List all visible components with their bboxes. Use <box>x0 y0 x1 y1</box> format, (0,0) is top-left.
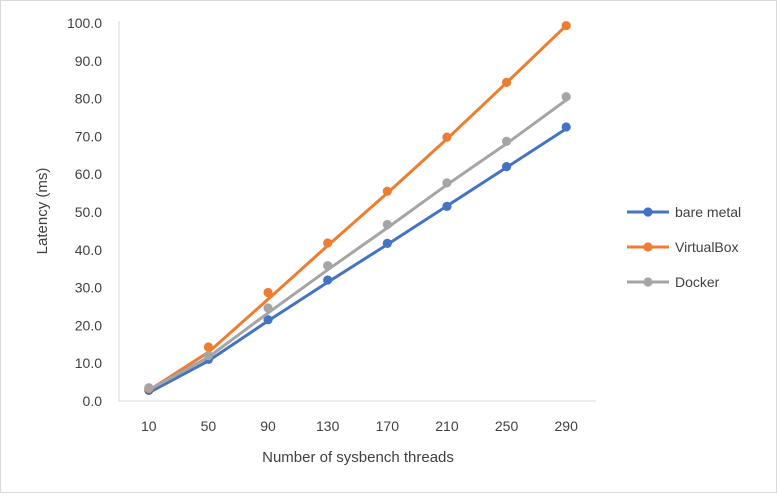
data-point-docker <box>442 178 452 188</box>
legend-item-docker: Docker <box>627 274 720 290</box>
x-axis-title: Number of sysbench threads <box>262 449 454 466</box>
data-point-bare-metal <box>323 275 333 285</box>
legend-item-virtualbox: VirtualBox <box>627 239 739 255</box>
series-layer <box>144 21 571 396</box>
y-tick-label: 10.0 <box>75 355 102 371</box>
y-tick-label: 20.0 <box>75 317 102 333</box>
data-point-virtualbox <box>203 342 214 352</box>
x-tick-label: 170 <box>376 418 400 434</box>
y-tick-label: 50.0 <box>75 204 102 220</box>
legend-item-bare-metal: bare metal <box>627 204 741 220</box>
y-tick-label: 30.0 <box>75 280 102 296</box>
data-point-bare-metal <box>263 315 273 325</box>
data-point-bare-metal <box>501 162 512 172</box>
x-tick-label: 10 <box>141 418 157 434</box>
legend-label: bare metal <box>675 204 741 220</box>
data-point-bare-metal <box>382 238 392 248</box>
legend-marker <box>643 242 653 252</box>
y-tick-label: 70.0 <box>75 128 102 144</box>
series-line-docker <box>147 98 568 392</box>
y-tick-label: 80.0 <box>75 91 102 107</box>
x-tick-label: 210 <box>435 418 459 434</box>
y-tick-labels: 0.0 10.0 20.0 30.0 40.0 50.0 60.0 70.0 80.0 90.0 1… <box>67 15 102 409</box>
y-tick-label: 40.0 <box>75 242 102 258</box>
data-point-docker <box>203 351 214 361</box>
series-virtualbox <box>144 21 571 394</box>
legend-marker <box>643 207 653 217</box>
data-point-virtualbox <box>323 238 333 248</box>
data-point-docker <box>501 136 512 146</box>
data-point-docker <box>144 383 154 393</box>
data-point-virtualbox <box>263 287 273 298</box>
legend-label: Docker <box>675 274 720 290</box>
legend: bare metal VirtualBox Docker <box>627 204 741 290</box>
x-tick-labels: 10 50 90 130 170 210 250 290 <box>141 418 578 434</box>
data-point-docker <box>263 303 273 313</box>
x-tick-label: 50 <box>201 418 217 434</box>
data-point-virtualbox <box>501 77 512 87</box>
legend-marker <box>643 277 653 287</box>
series-docker <box>144 92 571 393</box>
data-point-docker <box>382 219 392 230</box>
data-point-virtualbox <box>561 21 571 31</box>
legend-label: VirtualBox <box>675 239 739 255</box>
data-point-docker <box>561 92 571 102</box>
data-point-virtualbox <box>442 132 452 142</box>
series-line-virtualbox <box>147 24 568 392</box>
data-point-docker <box>323 261 333 271</box>
x-tick-label: 290 <box>555 418 579 434</box>
x-tick-label: 90 <box>260 418 276 434</box>
y-tick-label: 60.0 <box>75 166 102 182</box>
x-tick-label: 130 <box>316 418 340 434</box>
data-point-bare-metal <box>561 122 571 132</box>
y-tick-label: 90.0 <box>75 53 102 69</box>
y-tick-label: 100.0 <box>67 15 102 31</box>
series-line-bare-metal <box>147 127 568 395</box>
y-tick-label: 0.0 <box>83 393 103 409</box>
x-tick-label: 250 <box>495 418 519 434</box>
data-point-bare-metal <box>442 201 452 211</box>
data-point-virtualbox <box>382 186 392 196</box>
y-axis-title: Latency (ms) <box>34 168 51 255</box>
